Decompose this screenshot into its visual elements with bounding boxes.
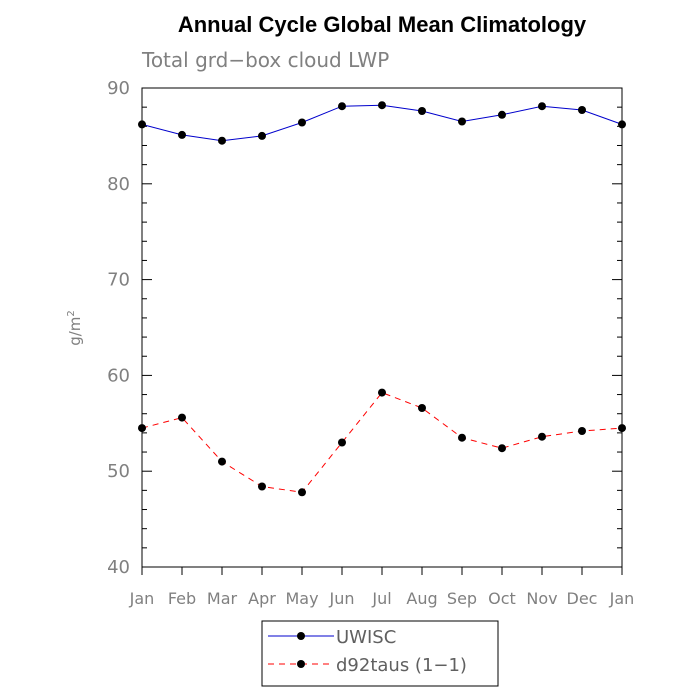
series-0-point <box>338 102 346 111</box>
x-tick-label: Mar <box>207 589 238 608</box>
y-axis-label: g/m2 <box>66 310 84 346</box>
series-0-point <box>298 118 306 127</box>
series-1-point <box>458 433 466 442</box>
x-tick-label: Oct <box>488 589 516 608</box>
x-tick-label: Jul <box>371 589 391 608</box>
series-0-point <box>138 120 146 129</box>
series-1-point <box>578 427 586 435</box>
series-1-point <box>378 388 386 397</box>
y-tick-label: 60 <box>107 365 130 386</box>
series-1-point <box>138 424 146 433</box>
y-axis-label-text: g/m <box>66 317 84 346</box>
x-tick-label: Apr <box>248 589 276 608</box>
x-tick-label: Feb <box>168 589 196 608</box>
series-layer <box>138 101 626 497</box>
series-0-point <box>498 110 506 119</box>
series-1-point <box>498 444 506 453</box>
x-tick-label: May <box>285 589 318 608</box>
series-0-point <box>258 131 266 140</box>
y-tick-label: 70 <box>107 270 130 291</box>
chart-title: Annual Cycle Global Mean Climatology <box>178 12 587 37</box>
legend-label-uwisc: UWISC <box>336 627 396 648</box>
series-1-point <box>218 457 226 466</box>
y-axis-label-exponent: 2 <box>66 310 77 316</box>
x-tick-label: Sep <box>447 589 477 608</box>
x-tick-label: Dec <box>567 589 598 608</box>
y-tick-label: 50 <box>107 461 130 482</box>
series-1-point <box>618 424 626 433</box>
legend-label-d92taus: d92taus (1−1) <box>336 655 467 676</box>
series-0-point <box>218 136 226 145</box>
series-0-point <box>538 102 546 111</box>
series-1-point <box>298 488 306 497</box>
legend: UWISC d92taus (1−1) <box>261 620 499 687</box>
series-0-point <box>378 101 386 110</box>
plot-frame <box>141 87 623 568</box>
series-1-point <box>258 482 266 491</box>
legend-marker-uwisc <box>297 632 305 640</box>
x-axis: Jan Feb Mar Apr May Jun Jul Aug Sep Oct Nov Dec Jan <box>129 567 635 608</box>
y-tick-label: 80 <box>107 174 130 195</box>
series-1-point <box>178 413 186 422</box>
series-0-point <box>618 120 626 129</box>
series-0-point <box>578 106 586 114</box>
series-1-point <box>338 438 346 447</box>
series-line-1 <box>141 392 623 493</box>
series-line-0 <box>141 104 623 142</box>
series-0-point <box>458 117 466 126</box>
chart-subtitle: Total grd−box cloud LWP <box>141 48 389 72</box>
x-tick-label: Jan <box>609 589 635 608</box>
x-tick-label: Jun <box>329 589 355 608</box>
y-tick-label: 40 <box>107 557 130 578</box>
x-tick-label: Jan <box>129 589 155 608</box>
y-tick-label: 90 <box>107 78 130 99</box>
series-1-point <box>538 432 546 441</box>
x-tick-label: Aug <box>406 589 437 608</box>
series-1-point <box>418 404 426 412</box>
x-tick-label: Nov <box>526 589 557 608</box>
legend-box <box>261 620 499 687</box>
series-0-point <box>178 130 186 139</box>
series-0-point <box>418 107 426 115</box>
legend-marker-d92taus <box>297 660 305 668</box>
y-axis: 40 50 60 70 80 90 <box>107 78 622 578</box>
